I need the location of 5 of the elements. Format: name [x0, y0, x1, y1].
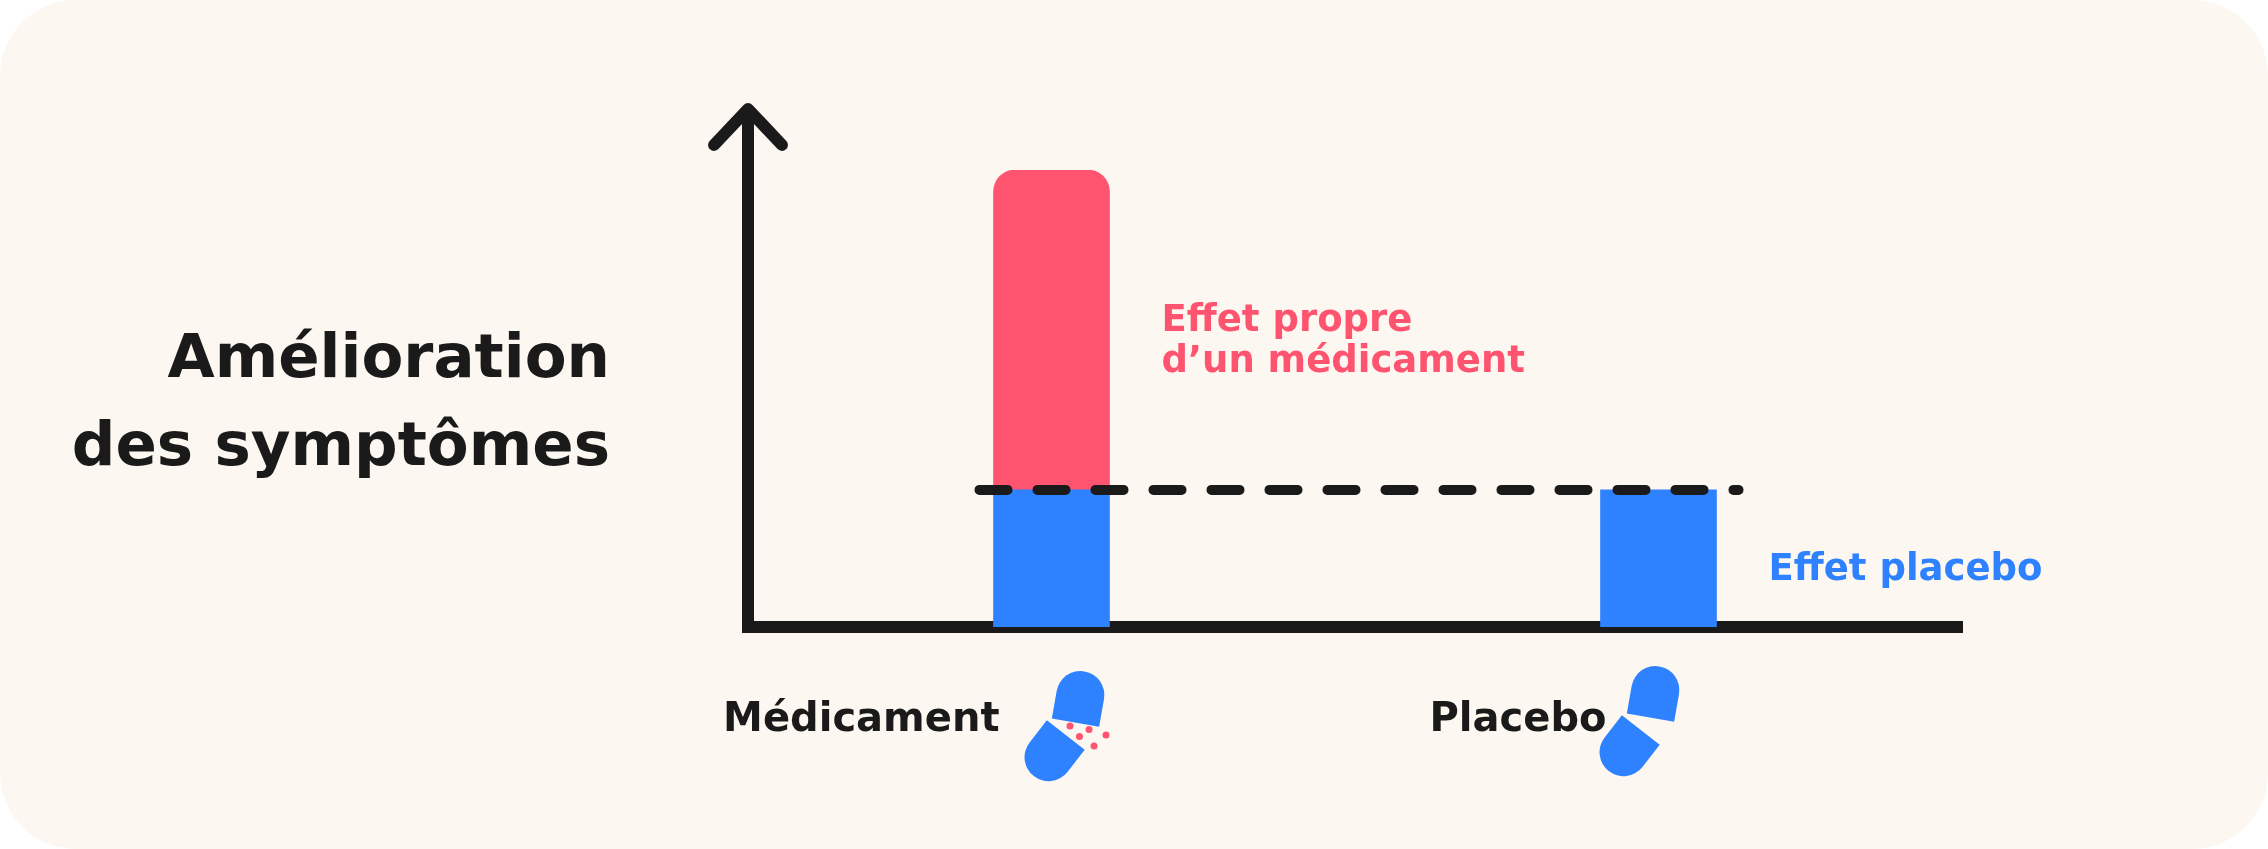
x-tick-label: Médicament [723, 694, 1000, 741]
x-tick-label: Placebo [1429, 694, 1607, 741]
y-axis-title: Amélioration des symptômes [70, 319, 610, 481]
series-label: Effet placebo [1768, 545, 2043, 589]
series-label: Effet propre d’un médicament [1161, 296, 1525, 381]
